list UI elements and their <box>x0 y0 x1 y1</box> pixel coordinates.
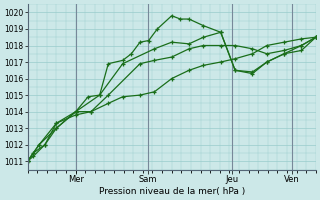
X-axis label: Pression niveau de la mer( hPa ): Pression niveau de la mer( hPa ) <box>99 187 245 196</box>
